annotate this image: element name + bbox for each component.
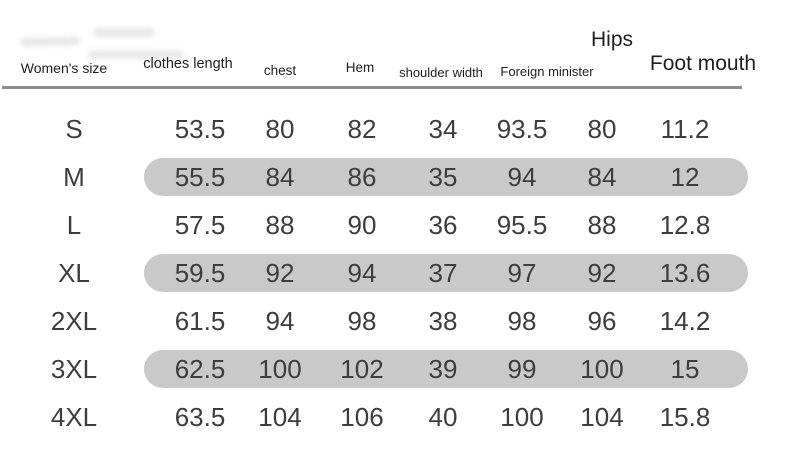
cell-hem: 102 <box>340 353 384 384</box>
cell-foreign-minister: 97 <box>507 257 537 288</box>
col-header-hem: Hem <box>345 60 375 75</box>
cell-hips: 100 <box>580 353 624 384</box>
cell-hem: 82 <box>347 113 377 144</box>
cell-foot-mouth: 15.8 <box>659 401 711 432</box>
size-label: 2XL <box>50 305 98 336</box>
cell-chest: 88 <box>265 209 295 240</box>
cell-hips: 84 <box>587 161 617 192</box>
cell-shoulder-width: 39 <box>428 353 458 384</box>
table-row: L 57.5 88 90 36 95.5 88 12.8 <box>0 201 740 249</box>
cell-foreign-minister: 94 <box>507 161 537 192</box>
cell-hips: 96 <box>587 305 617 336</box>
size-label: S <box>65 113 83 144</box>
cell-foreign-minister: 99 <box>507 353 537 384</box>
cell-shoulder-width: 37 <box>428 257 458 288</box>
cell-clothes-length: 55.5 <box>174 161 226 192</box>
cell-clothes-length: 63.5 <box>174 401 226 432</box>
watermark-smudge <box>19 36 81 47</box>
cell-shoulder-width: 34 <box>428 113 458 144</box>
table-row: M 55.5 84 86 35 94 84 12 <box>0 153 748 201</box>
cell-clothes-length: 62.5 <box>174 353 226 384</box>
cell-foreign-minister: 100 <box>500 401 544 432</box>
watermark-smudge <box>88 50 183 59</box>
cell-foreign-minister: 93.5 <box>496 113 548 144</box>
cell-hips: 104 <box>580 401 624 432</box>
cell-foot-mouth: 11.2 <box>660 113 710 144</box>
cell-hem: 106 <box>340 401 384 432</box>
cell-foreign-minister: 98 <box>507 305 537 336</box>
size-label: M <box>63 161 85 192</box>
cell-chest: 100 <box>258 353 302 384</box>
col-header-shoulder-width: shoulder width <box>399 65 483 80</box>
cell-hem: 94 <box>347 257 377 288</box>
cell-shoulder-width: 35 <box>428 161 458 192</box>
cell-shoulder-width: 36 <box>428 209 458 240</box>
col-header-clothes-length: clothes length <box>143 56 233 72</box>
cell-foot-mouth: 14.2 <box>659 305 711 336</box>
size-label: L <box>66 209 82 240</box>
size-table-body: S 53.5 80 82 34 93.5 80 11.2 M 55.5 84 8… <box>0 105 748 441</box>
cell-foot-mouth: 15 <box>670 353 700 384</box>
cell-hem: 98 <box>347 305 377 336</box>
cell-clothes-length: 59.5 <box>174 257 226 288</box>
cell-clothes-length: 61.5 <box>174 305 226 336</box>
cell-hips: 88 <box>587 209 617 240</box>
cell-foot-mouth: 12 <box>670 161 700 192</box>
size-label: XL <box>58 257 90 288</box>
table-row: XL 59.5 92 94 37 97 92 13.6 <box>0 249 748 297</box>
cell-chest: 104 <box>258 401 302 432</box>
watermark-smudge <box>93 28 155 37</box>
cell-foot-mouth: 13.6 <box>659 257 711 288</box>
size-label: 3XL <box>50 353 98 384</box>
cell-chest: 94 <box>265 305 295 336</box>
table-row: 2XL 61.5 94 98 38 98 96 14.2 <box>0 297 740 345</box>
cell-chest: 92 <box>265 257 295 288</box>
size-label: 4XL <box>50 401 98 432</box>
cell-shoulder-width: 38 <box>428 305 458 336</box>
table-row: 3XL 62.5 100 102 39 99 100 15 <box>0 345 748 393</box>
cell-chest: 80 <box>265 113 295 144</box>
cell-chest: 84 <box>265 161 295 192</box>
col-header-foot-mouth: Foot mouth <box>649 52 757 75</box>
cell-hem: 86 <box>347 161 377 192</box>
col-header-foreign-minister: Foreign minister <box>500 64 594 79</box>
cell-foot-mouth: 12.8 <box>659 209 711 240</box>
cell-hips: 92 <box>587 257 617 288</box>
table-row: S 53.5 80 82 34 93.5 80 11.2 <box>0 105 740 153</box>
cell-clothes-length: 57.5 <box>174 209 226 240</box>
cell-shoulder-width: 40 <box>428 401 458 432</box>
cell-hem: 90 <box>347 209 377 240</box>
cell-clothes-length: 53.5 <box>174 113 226 144</box>
col-header-chest: chest <box>263 63 297 78</box>
table-row: 4XL 63.5 104 106 40 100 104 15.8 <box>0 393 740 441</box>
col-header-hips: Hips <box>590 28 634 51</box>
cell-foreign-minister: 95.5 <box>496 209 548 240</box>
col-header-womens-size: Women's size <box>20 60 108 76</box>
cell-hips: 80 <box>587 113 617 144</box>
header-divider <box>2 86 742 89</box>
